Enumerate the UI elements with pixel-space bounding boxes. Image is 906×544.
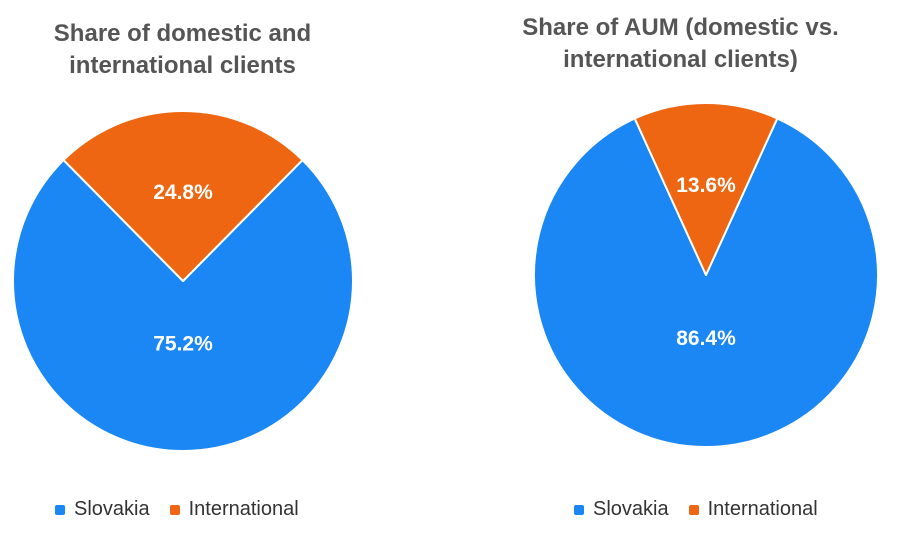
pie-slice-international[interactable]: [62, 110, 304, 282]
legend-swatch: [169, 504, 180, 515]
pie-slice-slovakia[interactable]: [12, 159, 354, 452]
chart-panel-aum: Share of AUM (domestic vs. international…: [453, 0, 906, 544]
legend-label: Slovakia: [593, 498, 669, 520]
legend-item-slovakia[interactable]: Slovakia: [574, 498, 669, 521]
legend-swatch: [688, 504, 699, 515]
chart-legend: Slovakia International: [55, 498, 319, 521]
legend-swatch: [55, 504, 65, 515]
chart-title-line: international clients: [69, 52, 296, 79]
chart-title-line: international clients): [563, 46, 798, 73]
legend-swatch: [574, 504, 584, 515]
chart-legend: Slovakia International: [574, 498, 838, 521]
chart-title-line: Share of AUM (domestic vs.: [522, 14, 839, 41]
chart-title-line: Share of domestic and: [53, 20, 312, 47]
legend-item-international[interactable]: International: [688, 498, 818, 521]
slice-value-label: 86.4%: [676, 327, 736, 350]
slice-value-label: 24.8%: [153, 181, 213, 204]
chart-title: Share of domestic and international clie…: [0, 18, 409, 82]
pie-slice-international[interactable]: [633, 102, 779, 276]
pie-slice-slovakia[interactable]: [533, 117, 879, 448]
pie-chart: 75.2% 24.8%: [12, 110, 354, 452]
legend-item-international[interactable]: International: [169, 498, 299, 521]
slice-value-label: 13.6%: [676, 174, 736, 197]
slice-value-label: 75.2%: [153, 332, 213, 355]
chart-panel-clients: Share of domestic and international clie…: [0, 18, 409, 521]
legend-item-slovakia[interactable]: Slovakia: [55, 498, 150, 521]
legend-label: International: [707, 498, 818, 520]
legend-label: Slovakia: [74, 498, 150, 520]
pie-chart: 86.4% 13.6%: [533, 102, 879, 448]
chart-title: Share of AUM (domestic vs. international…: [454, 12, 906, 76]
legend-label: International: [188, 498, 299, 520]
